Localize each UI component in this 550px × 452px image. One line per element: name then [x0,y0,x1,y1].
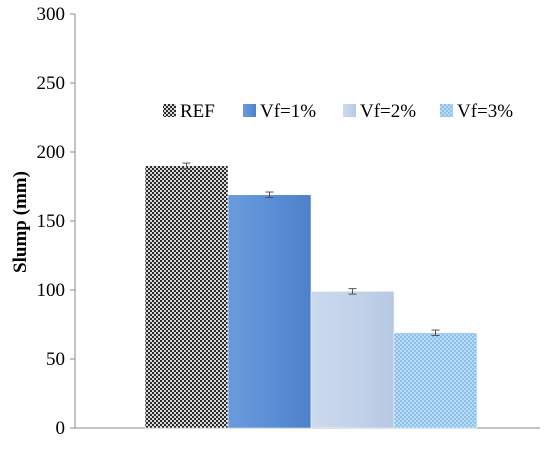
bars [144,162,478,429]
y-tick-label: 0 [56,418,66,439]
legend-swatch-Vf=1% [243,104,256,117]
legend-swatch-Vf=2% [343,104,356,117]
y-tick-label: 100 [37,280,66,301]
y-tick-label: 200 [37,142,66,163]
bar-Vf=1% [227,194,312,429]
y-tick-label: 250 [37,73,66,94]
axes: 0 50 100 150 200 250 300 [37,4,540,439]
legend-label: Vf=3% [457,101,513,122]
legend-label: Vf=1% [260,101,316,122]
bar-REF [144,165,229,429]
y-tick-label: 150 [37,211,66,232]
y-tick-label: 50 [46,349,65,370]
bar-Vf=2% [310,291,395,429]
legend-label: Vf=2% [360,101,416,122]
legend-label: REF [180,101,215,122]
legend-swatch-Vf=3% [440,104,453,117]
y-axis-label: Slump (mm) [10,171,31,273]
y-tick-label: 300 [37,4,66,25]
legend-swatch-REF [163,104,176,117]
bar-Vf=3% [393,332,478,429]
legend: REF Vf=1% Vf=2% Vf=3% [163,101,513,122]
